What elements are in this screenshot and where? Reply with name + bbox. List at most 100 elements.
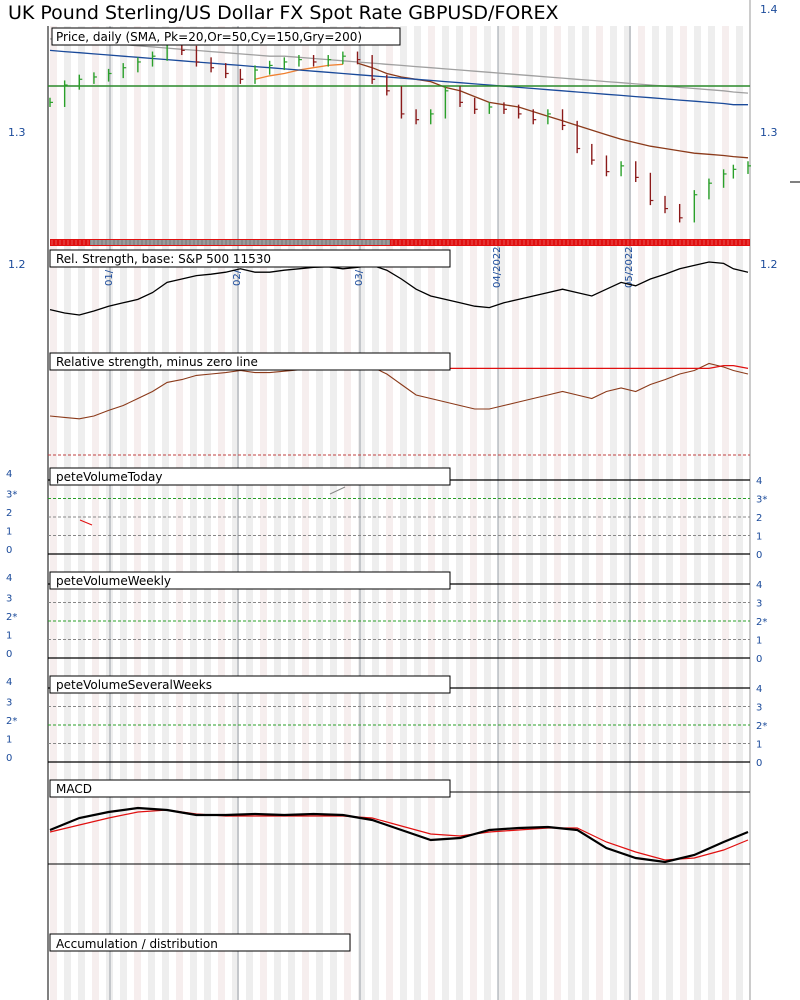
price-tick-left-1.2: 1.2: [8, 258, 26, 271]
bg-band: [540, 26, 547, 1000]
macd-line: [49, 806, 749, 864]
macd-panel: MACD: [48, 779, 750, 865]
pv-tick-right: 1: [756, 636, 762, 647]
x-label-apr: 04/2022: [492, 246, 503, 288]
pv-tick-right: 2: [756, 513, 762, 524]
rel-strength-zero-label-box: [49, 352, 451, 371]
pv-tick-left: 0: [6, 753, 12, 764]
bg-band: [722, 26, 729, 1000]
x-label-may: 05/2022: [624, 246, 635, 288]
pv-label: peteVolumeToday: [56, 470, 162, 484]
pv-label-box: [49, 571, 451, 590]
bg-band: [190, 26, 197, 1000]
pv-label-box: [49, 675, 451, 694]
bg-band: [568, 26, 575, 1000]
rel-strength-line: [49, 261, 749, 316]
price-panel: 1.3 1.2 1.4 1.3 1.2 Price, daily (SMA, P…: [8, 0, 800, 1000]
bg-band: [456, 26, 463, 1000]
bg-band: [442, 26, 449, 1000]
bg-band: [50, 26, 57, 1000]
bg-band: [400, 26, 407, 1000]
bg-band: [624, 26, 631, 1000]
price-panel-label-box: [51, 27, 401, 46]
background-bands: [50, 26, 743, 1000]
pv-tick-right: 4: [756, 580, 762, 591]
bg-band: [372, 26, 379, 1000]
x-axis-labels: 01/ 02/ 03/ 04/2022 05/2022: [104, 246, 635, 288]
rel-strength-panel: Rel. Strength, base: S&P 500 11530: [49, 249, 749, 316]
pv-tick-right: 3*: [756, 495, 767, 506]
rel-strength-label-box: [49, 249, 451, 268]
pete-volume-panels: 4 4 3* 3* 2 2 1 1 0 0 peteVolumeToday 4 4 3 3 2* 2* 1 1 0 0 p…: [6, 467, 767, 769]
pv-label: peteVolumeWeekly: [56, 574, 171, 588]
bg-band: [120, 26, 127, 1000]
pv-tick-right: 2*: [756, 721, 767, 732]
bg-band: [78, 26, 85, 1000]
rel-strength-zero-label: Relative strength, minus zero line: [56, 355, 258, 369]
price-tick-right-1.2: 1.2: [760, 258, 778, 271]
pv-tick-right: 1: [756, 532, 762, 543]
pv-tick-right: 4: [756, 476, 762, 487]
bg-band: [302, 26, 309, 1000]
accumulation-label-box: [49, 933, 351, 952]
pv-tick-left: 1: [6, 527, 12, 538]
pv-tick-right: 0: [756, 758, 762, 769]
rel-strength-zero-panel: Relative strength, minus zero line: [48, 352, 750, 456]
pv-tick-left: 2*: [6, 612, 17, 623]
bg-band: [344, 26, 351, 1000]
pv-today-mark: [79, 519, 93, 526]
bg-band: [316, 26, 323, 1000]
pv-tick-left: 0: [6, 649, 12, 660]
rel-strength-zero-line-a: [49, 362, 749, 420]
bg-band: [680, 26, 687, 1000]
bg-band: [638, 26, 645, 1000]
bg-band: [288, 26, 295, 1000]
pv-tick-right: 2*: [756, 617, 767, 628]
pv-tick-left: 3*: [6, 490, 17, 501]
pv-tick-left: 3: [6, 698, 12, 709]
bg-band: [330, 26, 337, 1000]
price-tick-left-1.3: 1.3: [8, 126, 26, 139]
price-panel-label: Price, daily (SMA, Pk=20,Or=50,Cy=150,Gr…: [56, 30, 362, 44]
pv-label-box: [49, 467, 451, 486]
pv-tick-right: 4: [756, 684, 762, 695]
bg-band: [470, 26, 477, 1000]
bg-band: [358, 26, 365, 1000]
bg-band: [498, 26, 505, 1000]
bg-band: [596, 26, 603, 1000]
macd-label: MACD: [56, 782, 92, 796]
bg-band: [218, 26, 225, 1000]
bg-band: [428, 26, 435, 1000]
bg-band: [694, 26, 701, 1000]
bg-band: [512, 26, 519, 1000]
bg-band: [708, 26, 715, 1000]
bg-band: [386, 26, 393, 1000]
pv-label: peteVolumeSeveralWeeks: [56, 678, 212, 692]
bg-band: [134, 26, 141, 1000]
bg-band: [414, 26, 421, 1000]
price-tick-right-1.4: 1.4: [760, 3, 778, 16]
pv-tick-left: 1: [6, 735, 12, 746]
pv-tick-left: 4: [6, 469, 12, 480]
price-tick-right-1.3: 1.3: [760, 126, 778, 139]
signal-strip: [50, 239, 750, 246]
rel-strength-lines: [49, 261, 749, 316]
bg-band: [246, 26, 253, 1000]
bg-band: [652, 26, 659, 1000]
bg-band: [64, 26, 71, 1000]
pv-tick-right: 3: [756, 599, 762, 610]
bg-band: [610, 26, 617, 1000]
bg-band: [582, 26, 589, 1000]
pv-tick-left: 0: [6, 545, 12, 556]
chart-title: UK Pound Sterling/US Dollar FX Spot Rate…: [8, 2, 559, 24]
bg-band: [176, 26, 183, 1000]
bg-band: [554, 26, 561, 1000]
bg-band: [484, 26, 491, 1000]
pv-tick-right: 1: [756, 740, 762, 751]
pv-tick-left: 1: [6, 631, 12, 642]
macd-lines: [49, 806, 749, 864]
pv-tick-left: 4: [6, 573, 12, 584]
accumulation-label: Accumulation / distribution: [56, 937, 218, 951]
pv-tick-left: 2: [6, 508, 12, 519]
